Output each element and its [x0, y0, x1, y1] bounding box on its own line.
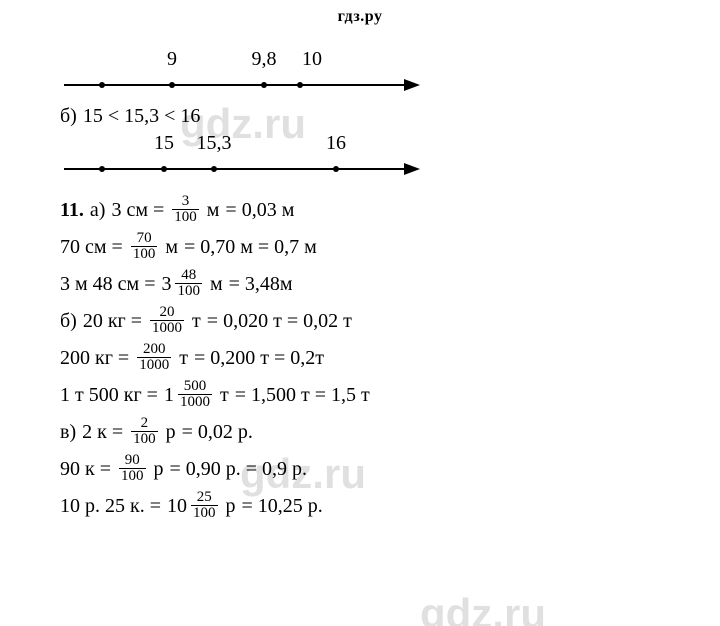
rhs: = 0,90 р. = 0,9 р. [170, 459, 308, 479]
rhs: = 0,020 т = 0,02 т [207, 311, 352, 331]
fraction-num: 48 [179, 268, 198, 283]
number-line-label: 16 [326, 132, 346, 155]
fraction-num: 20 [158, 305, 177, 320]
fraction: 5001000 [178, 379, 212, 410]
math-line: 1 т 500 кг =15001000 т = 1,500 т = 1,5 т [60, 379, 660, 410]
number-line-label: 15 [154, 132, 174, 155]
number-line-tick [211, 166, 217, 172]
lhs: 200 кг = [60, 348, 129, 368]
subproblem-label: в) [60, 422, 76, 442]
fraction-den: 100 [175, 283, 202, 299]
page-header: гдз.ру [0, 0, 720, 26]
subproblem-label: а) [90, 200, 106, 220]
fraction-num: 2 [139, 416, 151, 431]
math-line: 11. а) 3 см = 3100 м = 0,03 м [60, 194, 660, 225]
lhs: 20 кг = [83, 311, 142, 331]
fraction: 3100 [172, 194, 199, 225]
problem-b-text: 15 < 15,3 < 16 [83, 106, 201, 126]
lhs: 10 р. 25 к. = [60, 496, 161, 516]
number-line-label: 9,8 [252, 48, 277, 71]
lhs: 3 см = [111, 200, 164, 220]
fraction-unit: т [179, 348, 188, 368]
number-line-label: 9 [167, 48, 177, 71]
number-line-tick [169, 82, 175, 88]
math-line: б) 20 кг = 201000 т = 0,020 т = 0,02 т [60, 305, 660, 336]
rhs: = 0,70 м = 0,7 м [184, 237, 317, 257]
problem-b-line: б) 15 < 15,3 < 16 [60, 106, 660, 126]
watermark-text: gdz.ru [420, 590, 546, 626]
number-line-1: 9 9,8 10 [64, 48, 434, 104]
fraction: 2001000 [137, 342, 171, 373]
math-line: 200 кг = 2001000 т = 0,200 т = 0,2т [60, 342, 660, 373]
fraction-unit: т [192, 311, 201, 331]
header-text: гдз.ру [338, 8, 383, 25]
fraction-den: 1000 [178, 394, 212, 410]
subproblem-label: б) [60, 311, 77, 331]
fraction-num: 90 [123, 453, 142, 468]
fraction-den: 1000 [137, 357, 171, 373]
number-line-axis [64, 168, 404, 170]
number-line-tick [333, 166, 339, 172]
rhs: = 0,03 м [225, 200, 294, 220]
fraction-num: 200 [141, 342, 168, 357]
math-line: в) 2 к = 2100 р = 0,02 р. [60, 416, 660, 447]
fraction-den: 100 [191, 505, 218, 521]
number-line-tick [161, 166, 167, 172]
fraction-whole: 1 [164, 385, 174, 405]
arrow-right-icon [404, 163, 420, 175]
number-line-label: 10 [302, 48, 322, 71]
fraction-den: 100 [131, 431, 158, 447]
math-line: 10 р. 25 к. =1025100 р = 10,25 р. [60, 490, 660, 521]
fraction-den: 100 [131, 246, 158, 262]
fraction: 48100 [175, 268, 202, 299]
fraction: 90100 [119, 453, 146, 484]
rhs: = 1,500 т = 1,5 т [235, 385, 370, 405]
fraction-unit: р [226, 496, 236, 516]
number-line-tick [261, 82, 267, 88]
fraction-unit: р [154, 459, 164, 479]
fraction-unit: м [207, 200, 220, 220]
lhs: 2 к = [82, 422, 123, 442]
lhs: 1 т 500 кг = [60, 385, 158, 405]
fraction-num: 500 [182, 379, 209, 394]
lhs: 70 см = [60, 237, 123, 257]
math-line: 90 к = 90100 р = 0,90 р. = 0,9 р. [60, 453, 660, 484]
fraction-unit: м [165, 237, 178, 257]
rhs: = 3,48м [229, 274, 293, 294]
arrow-right-icon [404, 79, 420, 91]
fraction-unit: т [220, 385, 229, 405]
rhs: = 0,200 т = 0,2т [194, 348, 324, 368]
content: 9 9,8 10 б) 15 < 15,3 < 16 15 15,3 16 11. а)… [60, 48, 660, 527]
rhs: = 0,02 р. [182, 422, 253, 442]
fraction-num: 3 [180, 194, 192, 209]
fraction-num: 70 [135, 231, 154, 246]
number-line-label: 15,3 [197, 132, 232, 155]
problem-b-label: б) [60, 106, 77, 126]
number-line-tick [99, 166, 105, 172]
fraction: 70100 [131, 231, 158, 262]
math-line: 70 см = 70100 м = 0,70 м = 0,7 м [60, 231, 660, 262]
rhs: = 10,25 р. [242, 496, 323, 516]
fraction-unit: р [166, 422, 176, 442]
fraction-den: 100 [172, 209, 199, 225]
fraction-num: 25 [195, 490, 214, 505]
number-line-tick [297, 82, 303, 88]
number-line-tick [99, 82, 105, 88]
fraction-den: 100 [119, 468, 146, 484]
fraction: 201000 [150, 305, 184, 336]
lhs: 3 м 48 см = [60, 274, 155, 294]
fraction-den: 1000 [150, 320, 184, 336]
problem-11: 11. а) 3 см =3100 м = 0,03 м70 см =70100… [60, 194, 660, 521]
fraction-unit: м [210, 274, 223, 294]
fraction: 25100 [191, 490, 218, 521]
fraction: 2100 [131, 416, 158, 447]
fraction-whole: 10 [167, 496, 187, 516]
math-line: 3 м 48 см =348100 м = 3,48м [60, 268, 660, 299]
exercise-number: 11. [60, 200, 84, 220]
lhs: 90 к = [60, 459, 111, 479]
fraction-whole: 3 [161, 274, 171, 294]
number-line-2: 15 15,3 16 [64, 132, 434, 188]
number-line-axis [64, 84, 404, 86]
